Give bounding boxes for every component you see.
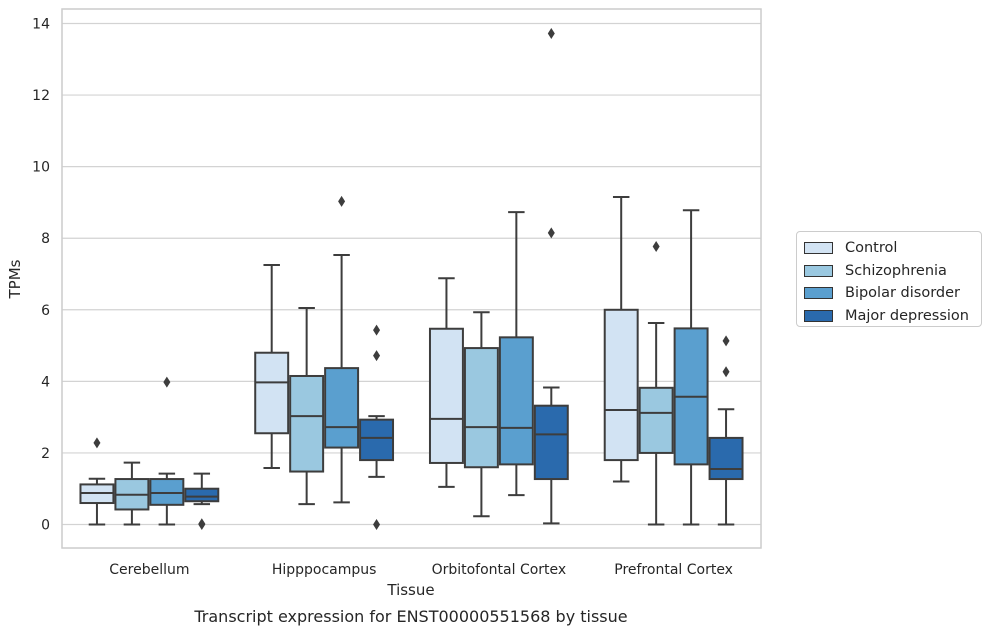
legend-item-control: Control [804, 237, 981, 260]
outlier-point [373, 519, 381, 530]
box-iqr [428, 327, 464, 464]
box-iqr [638, 386, 674, 454]
box-major-depression [533, 28, 569, 525]
box-major-depression [359, 324, 395, 530]
legend-item-bipolar-disorder: Bipolar disorder [804, 282, 981, 305]
box-iqr [498, 336, 534, 466]
box-bipolar-disorder [498, 211, 534, 497]
outlier-point [93, 437, 101, 449]
outlier-point [163, 376, 171, 388]
outlier-point [722, 335, 730, 347]
gridlines [62, 22, 761, 526]
y-tick-labels: 0 2 4 6 8 10 12 14 [32, 17, 50, 534]
y-tick-label: 2 [41, 446, 50, 462]
x-tick-label: Cerebellum [109, 562, 189, 578]
y-tick-label: 10 [32, 160, 50, 176]
y-axis-label: TPMs [6, 259, 24, 299]
x-tick-label: Prefrontal Cortex [614, 562, 733, 578]
outlier-point [547, 227, 555, 239]
box-major-depression [184, 472, 220, 530]
box-control [254, 264, 290, 469]
box-iqr [708, 436, 744, 481]
y-tick-label: 12 [32, 88, 50, 104]
y-tick-label: 0 [41, 518, 50, 534]
outlier-point [722, 366, 730, 378]
legend-label-schizophrenia: Schizophrenia [845, 262, 947, 279]
box-schizophrenia [114, 461, 150, 526]
outlier-point [547, 28, 555, 40]
legend-label-bipolar-disorder: Bipolar disorder [845, 285, 960, 302]
outlier-point [338, 195, 346, 207]
chart-title: Transcript expression for ENST0000055156… [193, 607, 627, 626]
outlier-point [198, 518, 206, 530]
y-tick-label: 6 [41, 303, 50, 319]
box-iqr [603, 308, 639, 462]
box-control [428, 277, 464, 488]
x-tick-label: Hipppocampus [272, 562, 377, 578]
box-iqr [463, 347, 499, 469]
legend-label-control: Control [845, 240, 898, 257]
box-bipolar-disorder [673, 209, 709, 526]
box-control [79, 437, 115, 526]
box-iqr [149, 478, 185, 506]
box-iqr [184, 487, 220, 503]
box-control [603, 196, 639, 483]
legend-swatch-bipolar-disorder [804, 287, 833, 300]
x-axis-label: Tissue [386, 581, 434, 599]
box-major-depression [708, 335, 744, 526]
box-schizophrenia [463, 311, 499, 518]
legend-label-major-depression: Major depression [845, 307, 969, 324]
box-iqr [533, 404, 569, 481]
outlier-point [373, 324, 381, 336]
legend: Control Schizophrenia Bipolar disorder M… [796, 231, 982, 327]
box-series [79, 28, 744, 530]
legend-item-schizophrenia: Schizophrenia [804, 260, 981, 283]
box-iqr [359, 418, 395, 462]
box-bipolar-disorder [324, 195, 360, 504]
box-iqr [289, 374, 325, 473]
y-tick-label: 4 [41, 374, 50, 390]
outlier-point [373, 350, 381, 362]
legend-swatch-major-depression [804, 309, 833, 322]
legend-swatch-control [804, 242, 833, 255]
outlier-point [652, 240, 660, 252]
box-schizophrenia [289, 306, 325, 506]
y-tick-label: 8 [41, 231, 50, 247]
plot-frame [61, 8, 762, 549]
box-iqr [254, 351, 290, 435]
x-tick-labels: Cerebellum Hipppocampus Orbitofontal Corte… [109, 562, 733, 578]
y-tick-label: 14 [32, 17, 50, 33]
box-schizophrenia [638, 240, 674, 526]
box-iqr [324, 367, 360, 449]
legend-swatch-schizophrenia [804, 264, 833, 277]
legend-item-major-depression: Major depression [804, 305, 981, 328]
x-tick-label: Orbitofontal Cortex [432, 562, 567, 578]
box-bipolar-disorder [149, 376, 185, 526]
